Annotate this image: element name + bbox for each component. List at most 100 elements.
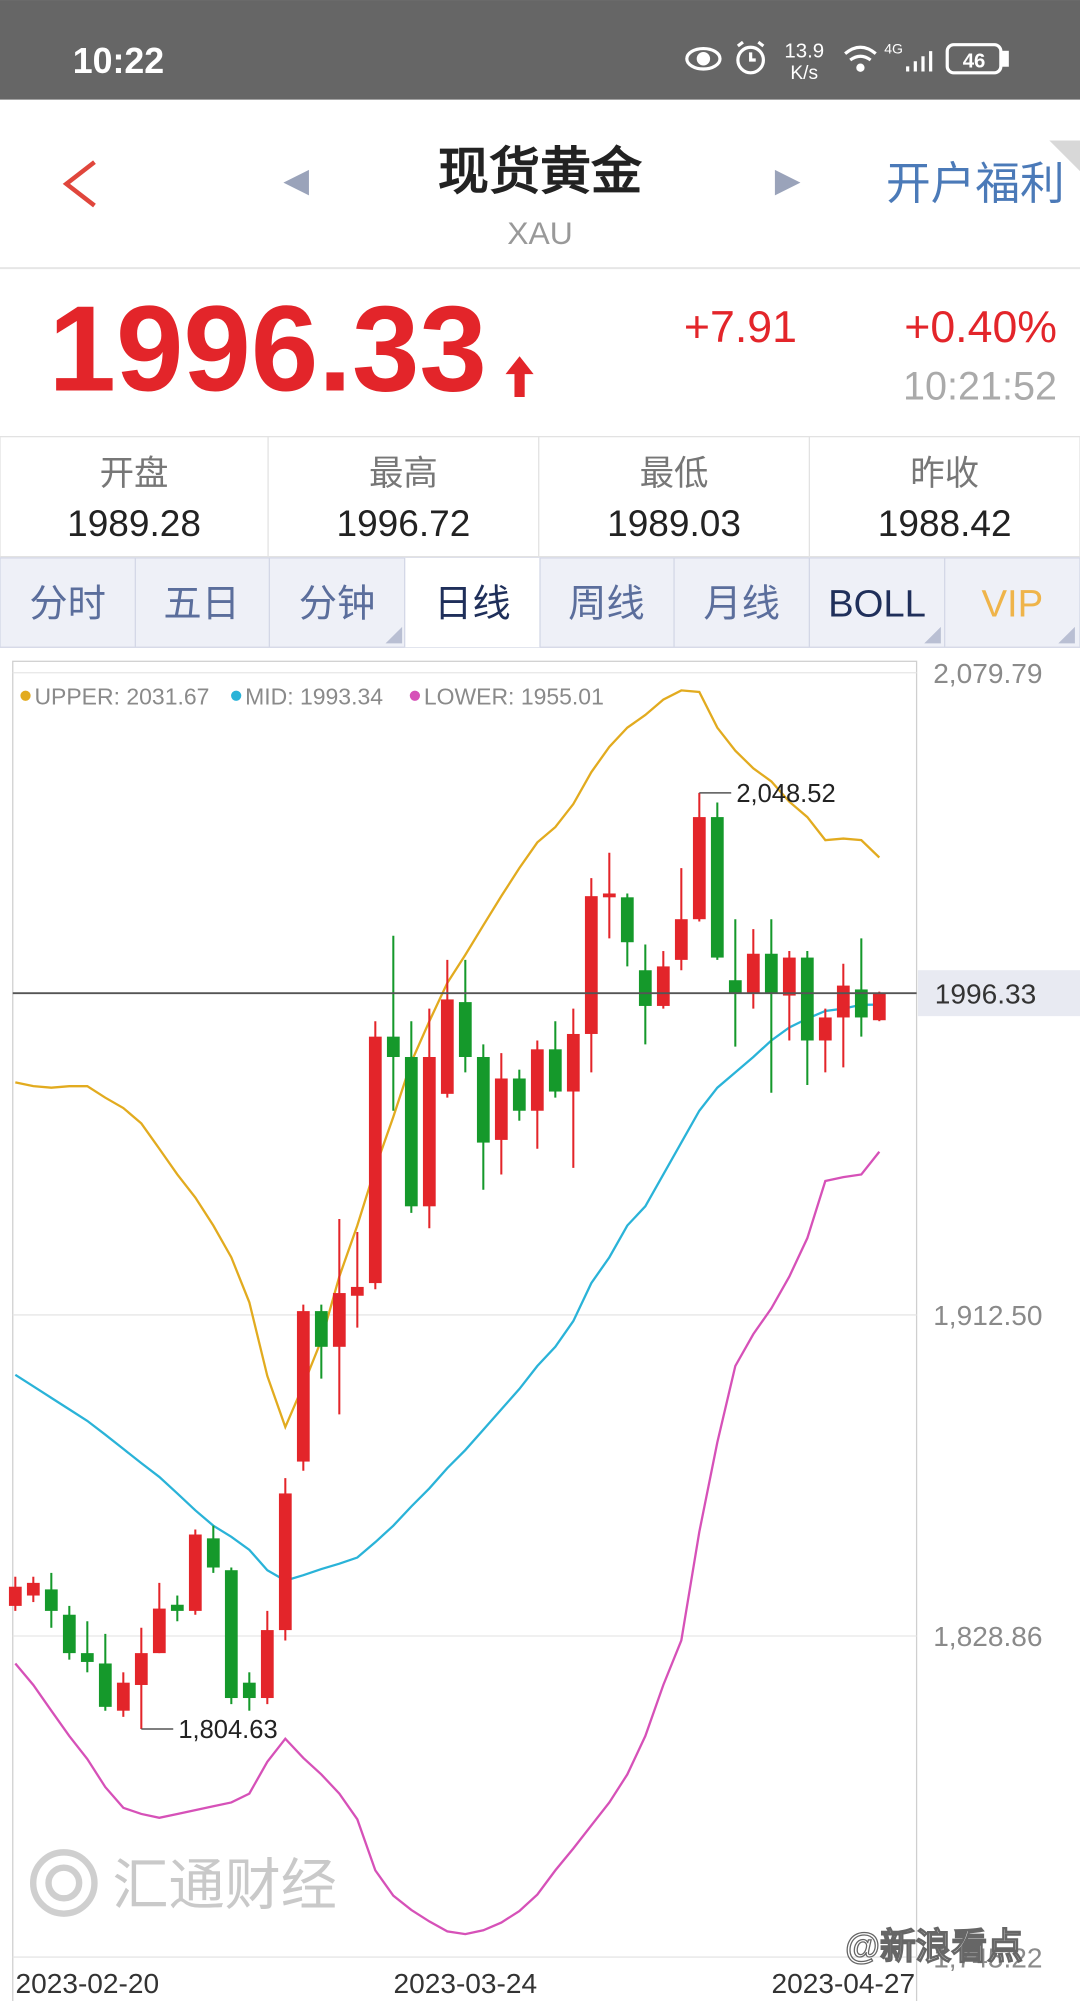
candle-body (98, 1663, 112, 1707)
watermark-brand: 汇通财经 (112, 1854, 337, 1917)
active-tab-bg (404, 557, 540, 648)
symbol-code: XAU (507, 215, 573, 251)
candle-body (692, 817, 706, 920)
tab[interactable]: VIP (981, 583, 1043, 626)
candle-body (836, 985, 850, 1018)
eye-icon (685, 46, 722, 71)
stats-frame (0, 435, 1080, 558)
stat-label: 昨收 (910, 455, 979, 493)
x-tick-label: 2023-04-27 (771, 1968, 915, 1999)
alarm-icon (736, 45, 765, 75)
candle-body (728, 980, 742, 994)
status-icons (685, 40, 1009, 75)
candle-body (386, 1036, 400, 1057)
candle-body (872, 993, 886, 1021)
battery-level: 46 (963, 51, 986, 73)
account-promo[interactable]: 开户福利 (886, 160, 1065, 209)
candle-body (296, 1311, 310, 1462)
battery-icon (945, 43, 1003, 75)
watermark-source: @新浪看点 (845, 1926, 1023, 1966)
price-change: +7.91 (684, 303, 797, 352)
legend-dot (231, 690, 242, 701)
candle-body (206, 1538, 220, 1568)
legend-value: 1993.34 (300, 684, 383, 710)
net-unit: K/s (790, 63, 818, 84)
candle-body (548, 1049, 562, 1092)
candle-body (368, 1036, 382, 1284)
tab[interactable]: BOLL (828, 583, 926, 626)
period-tabs: 分时 五日 分钟 日线 周线 月线 BOLL VIP (0, 557, 1080, 648)
chart-frame (12, 660, 918, 2001)
next-symbol[interactable] (774, 169, 801, 196)
candle-body (242, 1682, 256, 1699)
tab[interactable]: 月线 (703, 583, 780, 626)
logo-core (45, 1864, 83, 1902)
candle-body (620, 897, 634, 943)
wifi-dot (856, 63, 865, 72)
prev-symbol[interactable] (283, 169, 309, 196)
legend-entry: LOWER: 1955.01 (424, 684, 604, 710)
legend-entry: MID: 1993.34 (245, 684, 383, 710)
tab[interactable]: 五日 (163, 583, 240, 626)
battery-tip (1001, 50, 1009, 67)
boll-line (14, 1151, 881, 1936)
stat-value: 1988.42 (878, 502, 1012, 544)
last-price-box (917, 970, 1080, 1017)
candle-body (26, 1582, 40, 1596)
candle-body (476, 1056, 490, 1143)
candle-body (710, 817, 724, 958)
candle-body (674, 919, 688, 960)
candle-body (512, 1078, 526, 1111)
candle-body (116, 1682, 130, 1711)
legend-name: LOWER: (424, 684, 515, 710)
candle-body (404, 1056, 418, 1207)
last-price-label: 1996.33 (935, 978, 1037, 1009)
candle-body (332, 1293, 346, 1347)
boll-line (14, 1003, 880, 1582)
candle-body (224, 1570, 238, 1699)
network-type: 4G (884, 41, 903, 57)
tab[interactable]: 周线 (568, 583, 645, 626)
candle-body (44, 1589, 58, 1611)
candle-body (188, 1534, 202, 1611)
up-arrow (505, 356, 534, 398)
annotation-label: 1,804.63 (178, 1716, 277, 1744)
candle-body (800, 957, 814, 1041)
candle-body (566, 1033, 580, 1092)
tab[interactable]: 分时 (29, 583, 106, 626)
logo-ring (30, 1849, 98, 1917)
candle-body (638, 970, 652, 1006)
tab[interactable]: 分钟 (299, 583, 376, 626)
stat-label: 最高 (369, 455, 438, 493)
candle-body (62, 1614, 76, 1654)
stat-value: 1996.72 (336, 502, 470, 544)
y-tick-label: 1,828.86 (933, 1621, 1042, 1652)
candle-body (818, 1017, 832, 1041)
symbol-title: 现货黄金 (438, 143, 643, 200)
legend-dot (20, 690, 31, 701)
y-tick-label: 1,912.50 (933, 1300, 1042, 1331)
net-speed: 13.9 (784, 40, 824, 62)
legend-dot (409, 690, 420, 701)
x-tick-label: 2023-02-20 (15, 1968, 159, 1999)
legend-value: 2031.67 (126, 684, 209, 710)
tab-active[interactable]: 日线 (434, 583, 511, 626)
chart: 2,079.79 1,912.50 1,828.86 1,745.22 2023-02-… (8, 658, 1080, 1999)
candle-body (170, 1604, 184, 1611)
candle-body (530, 1049, 544, 1111)
eye-pupil (696, 52, 711, 66)
back-button[interactable] (62, 160, 96, 208)
candle-body (8, 1586, 22, 1606)
annotation-label: 2,048.52 (736, 780, 835, 808)
candle-body (80, 1653, 94, 1662)
candle-body (458, 1002, 472, 1057)
legend-value: 1955.01 (521, 684, 604, 710)
candle-body (422, 1056, 436, 1207)
stat-value: 1989.28 (67, 502, 201, 544)
y-tick-label: 1,745.22 (933, 1942, 1042, 1973)
candle-body (746, 953, 760, 994)
wifi-icon (844, 45, 877, 62)
quote-time: 10:21:52 (903, 365, 1057, 409)
